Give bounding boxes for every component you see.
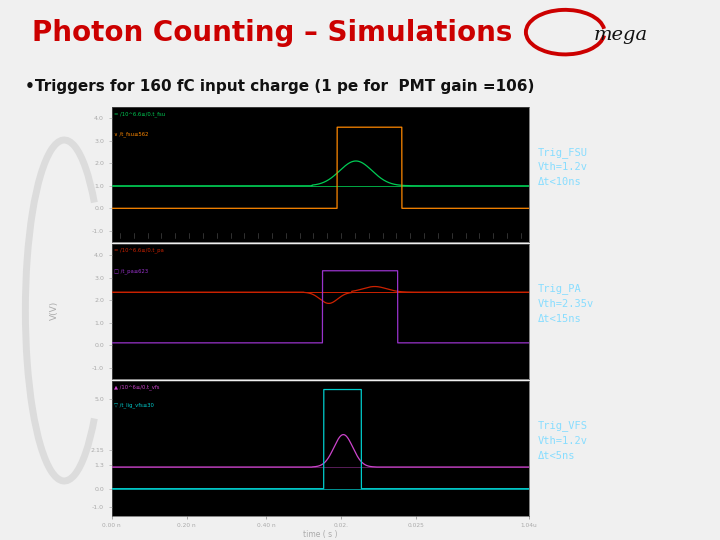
Text: Trig_FSU
Vth=1.2v
Δt<10ns: Trig_FSU Vth=1.2v Δt<10ns <box>538 146 588 187</box>
Text: □ /t_pa≤623: □ /t_pa≤623 <box>114 268 148 274</box>
X-axis label: time ( s ): time ( s ) <box>303 530 338 539</box>
Text: ▽ /t_lig_vfs≤30: ▽ /t_lig_vfs≤30 <box>114 402 153 408</box>
Text: •Triggers for 160 fC input charge (1 pe for  PMT gain =106): •Triggers for 160 fC input charge (1 pe … <box>24 79 534 94</box>
Text: Trig_PA
Vth=2.35v
Δt<15ns: Trig_PA Vth=2.35v Δt<15ns <box>538 284 594 324</box>
Text: V(V): V(V) <box>50 301 58 320</box>
Text: ▲ /10^6≥/0.t_vfs: ▲ /10^6≥/0.t_vfs <box>114 384 159 390</box>
Text: = /10^6.6≥/0.t_pa: = /10^6.6≥/0.t_pa <box>114 248 163 253</box>
Text: Trig_VFS
Vth=1.2v
Δt<5ns: Trig_VFS Vth=1.2v Δt<5ns <box>538 420 588 461</box>
Text: ∨ /t_fsu≤562: ∨ /t_fsu≤562 <box>114 131 148 137</box>
Text: mega: mega <box>593 26 647 44</box>
Text: Photon Counting – Simulations: Photon Counting – Simulations <box>32 19 512 48</box>
Text: = /10^6.6≥/0.t_fsu: = /10^6.6≥/0.t_fsu <box>114 111 165 117</box>
